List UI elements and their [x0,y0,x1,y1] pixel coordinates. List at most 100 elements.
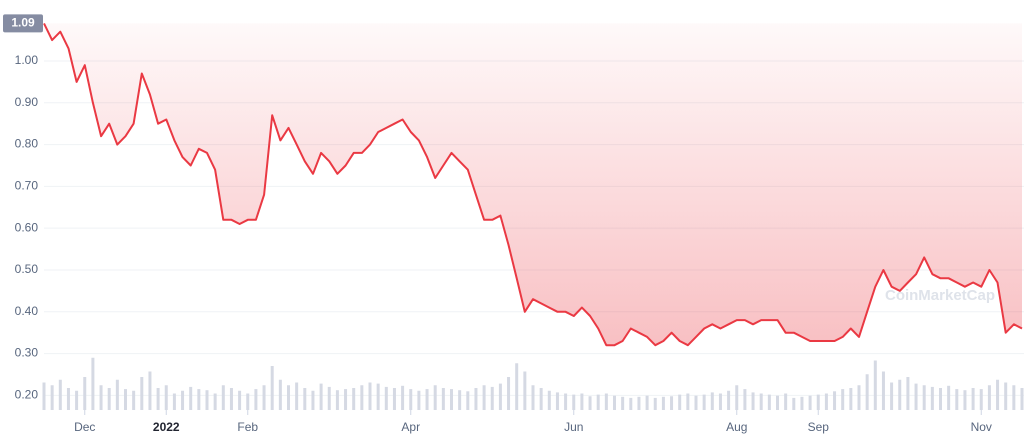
volume-bar [800,396,804,410]
volume-bar [914,383,918,410]
x-tick-label: Jun [564,420,583,434]
volume-bar [873,360,877,410]
volume-bar [718,393,722,410]
volume-bar [270,366,274,410]
volume-bar [580,393,584,410]
volume-bar [498,383,502,410]
volume-bar [189,386,193,410]
volume-bar [996,379,1000,410]
volume-bar [857,385,861,410]
volume-bar [890,382,894,410]
volume-bar [205,390,209,410]
y-tick-label: 0.90 [15,95,39,109]
volume-bar [148,371,152,410]
watermark: CoinMarketCap [885,287,995,304]
volume-bar [694,395,698,410]
volume-bar [604,393,608,410]
volume-bar [156,388,160,410]
volume-bar [490,386,494,410]
volume-bar [1004,382,1008,410]
volume-bar [433,385,437,410]
volume-bar [107,388,111,410]
volume-bar [784,393,788,410]
volume-bar [808,395,812,410]
volume-bar [596,394,600,410]
plot [43,22,1023,347]
volume-bar [824,393,828,410]
volume-bar [841,389,845,410]
volume-bar [947,385,951,410]
volume-bar [963,390,967,410]
volume-bar [833,391,837,410]
volume-bar [816,394,820,410]
volume-bar [531,385,535,410]
volume-bar [99,385,103,410]
volume-bar [303,388,307,410]
volume-bar [335,390,339,410]
y-tick-label: 0.60 [15,220,39,234]
volume-bar [710,392,714,410]
volume-bar [458,390,462,410]
volume-bar [539,388,543,410]
y-tick-label: 0.80 [15,137,39,151]
x-tick-label: 2022 [153,420,180,434]
volume-bar [287,385,290,410]
y-tick-label: 0.20 [15,388,39,402]
x-tick-label: Aug [726,420,747,434]
volume-bar [979,389,983,410]
volume-bar [352,388,356,410]
volume-bar [360,385,364,410]
volume-bar [922,385,926,410]
volume-bar [555,392,559,410]
volume-bar [295,382,299,410]
volume-bar [759,393,763,410]
volume-bar [384,386,388,410]
x-tick-label: Sep [808,420,830,434]
volume-bar [735,385,739,410]
volume-bar [613,395,616,410]
volume-bar [83,377,87,410]
volume-bar [792,397,796,410]
y-tick-label: 0.30 [15,346,39,360]
volume-bar [66,388,70,410]
volume-bar [751,392,755,410]
reference-badge [3,14,43,33]
volume-bar [197,389,201,410]
volume-bar [686,393,690,410]
volume-bar [702,394,706,410]
volume-bar [368,382,372,410]
volume-bar [865,374,869,410]
reference-label: 1.09 [11,16,35,30]
volume-bar [939,388,942,410]
volume-bar [172,393,176,410]
volume-bar [327,386,331,410]
area-fill [44,23,1022,346]
volume-bar [727,390,731,410]
x-tick-label: Nov [971,420,992,434]
volume-bar [515,363,519,410]
volume-bar [572,394,576,410]
volume-bar [132,390,136,410]
volume-bar [1012,385,1016,410]
volume-bar [507,377,511,410]
volume-bar [319,383,323,410]
volume-bar [1020,388,1024,410]
y-tick-label: 0.40 [15,304,39,318]
volume-bar [238,390,242,410]
volume-bar [564,393,568,410]
volume-bar [637,396,641,410]
volume-bar [181,390,185,410]
volume-bar [955,389,959,410]
y-tick-label: 1.00 [15,53,39,67]
volume-bar [450,389,453,410]
volume-bar [50,385,54,410]
labels: 0.20 0.30 0.40 0.50 0.60 0.70 0.80 0.90 1.00 Dec 2… [3,14,992,434]
y-tick-label: 0.50 [15,262,39,276]
volume-bar [849,388,853,410]
volume-bar [246,393,250,410]
volume-bar [91,357,95,410]
volume-bar [898,379,902,410]
x-tick-label: Feb [237,420,258,434]
volume-bar [743,389,747,410]
